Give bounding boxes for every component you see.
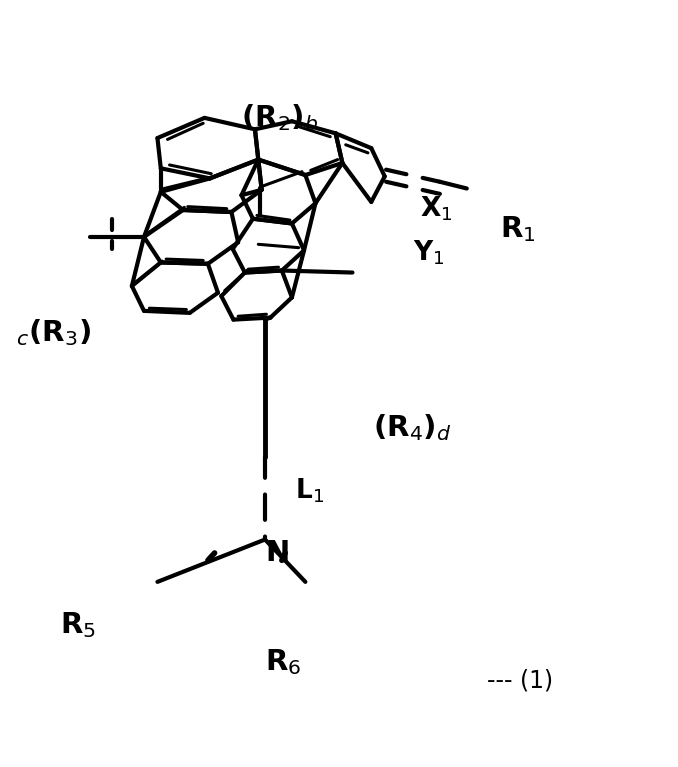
Text: $_c$(R$_3$): $_c$(R$_3$): [16, 318, 91, 348]
Text: Y$_1$: Y$_1$: [413, 238, 445, 267]
Text: (R$_2$)$_b$: (R$_2$)$_b$: [241, 103, 319, 133]
Text: R$_5$: R$_5$: [60, 611, 96, 640]
Text: R$_6$: R$_6$: [265, 647, 301, 677]
Text: --- (1): --- (1): [487, 669, 553, 693]
Text: R$_1$: R$_1$: [500, 214, 536, 244]
Text: X$_1$: X$_1$: [420, 194, 452, 223]
Text: (R$_4$)$_d$: (R$_4$)$_d$: [373, 412, 451, 443]
Text: L$_1$: L$_1$: [296, 477, 324, 505]
Text: N: N: [265, 539, 290, 567]
